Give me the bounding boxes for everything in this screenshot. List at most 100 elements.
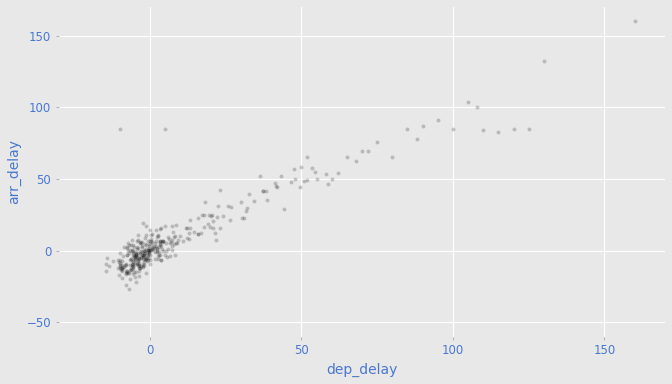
Point (127, 262, 138, 268)
Point (163, 246, 173, 252)
Point (327, 175, 337, 182)
Point (144, 248, 155, 254)
Point (127, 261, 138, 267)
Point (142, 252, 153, 258)
Point (171, 222, 181, 228)
Point (117, 268, 128, 275)
Point (103, 263, 114, 269)
Point (134, 260, 144, 266)
Point (237, 215, 248, 221)
Point (146, 232, 157, 238)
Point (372, 139, 382, 146)
Point (154, 249, 165, 255)
Point (126, 255, 136, 262)
Point (146, 239, 157, 245)
Point (138, 220, 149, 226)
Point (121, 270, 132, 276)
Point (159, 252, 170, 258)
Point (137, 239, 148, 245)
Point (124, 286, 135, 292)
Point (171, 240, 181, 246)
Point (155, 239, 165, 245)
Point (120, 261, 131, 267)
Point (463, 99, 474, 105)
Point (294, 184, 305, 190)
Point (122, 269, 132, 275)
Point (134, 265, 145, 271)
Point (162, 233, 173, 240)
Point (302, 177, 312, 184)
Point (333, 170, 343, 176)
Point (142, 257, 153, 263)
Point (152, 253, 163, 259)
Point (165, 253, 175, 259)
Point (149, 249, 160, 255)
Point (140, 270, 151, 276)
Point (130, 248, 140, 255)
Point (157, 238, 168, 244)
Point (155, 241, 165, 247)
Point (121, 282, 132, 288)
Point (538, 58, 549, 65)
Point (139, 250, 150, 256)
Point (152, 245, 163, 251)
Point (146, 246, 157, 252)
Point (152, 249, 163, 255)
Point (167, 223, 177, 229)
Point (133, 232, 144, 238)
Point (296, 164, 306, 170)
Point (114, 260, 125, 266)
Point (160, 126, 171, 132)
Point (132, 254, 142, 260)
Point (122, 245, 132, 251)
Point (161, 254, 172, 260)
Point (144, 241, 155, 247)
Point (167, 237, 177, 243)
Point (143, 252, 154, 258)
Point (210, 237, 221, 243)
Point (198, 212, 209, 218)
Point (114, 259, 124, 265)
Point (432, 117, 443, 123)
Point (306, 165, 317, 171)
Point (298, 178, 309, 184)
Point (226, 204, 237, 210)
Point (140, 257, 151, 263)
Point (122, 245, 132, 252)
Point (167, 247, 178, 253)
Point (115, 257, 126, 263)
Point (130, 252, 141, 258)
Point (148, 247, 159, 253)
Point (290, 176, 301, 182)
Point (114, 126, 125, 132)
Point (143, 252, 154, 258)
Point (225, 217, 236, 223)
Point (146, 245, 157, 252)
Point (127, 252, 138, 258)
Point (112, 257, 123, 263)
Point (134, 250, 145, 257)
Point (150, 227, 161, 233)
Point (257, 188, 268, 194)
Point (140, 232, 151, 238)
Point (125, 247, 136, 253)
Point (142, 247, 153, 253)
Point (137, 249, 148, 255)
Point (142, 247, 153, 253)
Point (493, 129, 504, 135)
Point (128, 271, 138, 277)
Point (155, 238, 165, 244)
Point (144, 245, 155, 252)
Point (134, 265, 145, 271)
Point (199, 223, 210, 230)
Point (189, 229, 200, 235)
Point (241, 208, 251, 214)
Point (133, 256, 144, 262)
Point (144, 250, 155, 256)
Point (144, 252, 155, 258)
Point (142, 249, 153, 255)
Point (285, 179, 296, 185)
Point (121, 268, 132, 274)
Point (144, 247, 155, 253)
Point (138, 262, 149, 268)
